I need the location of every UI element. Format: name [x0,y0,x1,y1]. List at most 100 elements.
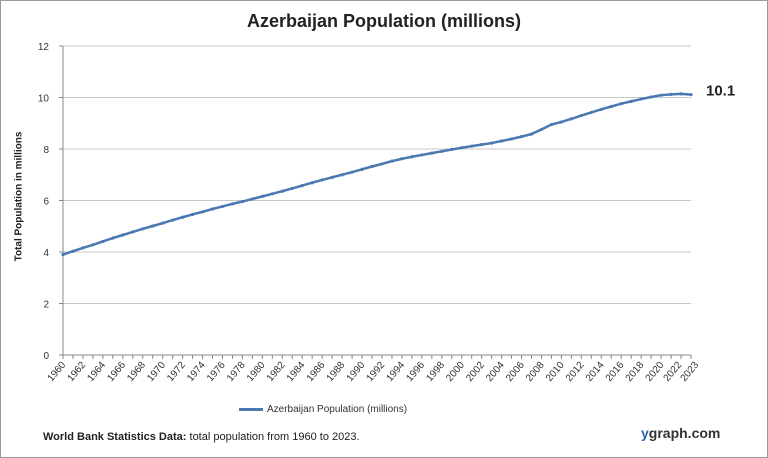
plot-area: 0246810121960196219641966196819701972197… [38,42,735,384]
legend-swatch [239,408,263,411]
data-point [370,164,374,169]
x-tick-label: 1992 [365,360,388,384]
data-point [629,99,633,103]
data-point [400,157,404,161]
y-tick-label: 2 [43,300,49,311]
data-point [61,252,65,257]
data-point [220,204,225,209]
x-tick-label: 2008 [524,360,547,384]
data-point [230,202,235,206]
data-point [91,243,95,247]
x-tick-label: 1970 [145,360,168,384]
data-point [689,93,693,97]
data-point [171,218,175,222]
data-point [549,122,554,127]
data-point [619,102,623,106]
x-tick-label: 1990 [345,360,368,384]
x-tick-label: 1974 [185,360,208,384]
data-point [659,93,663,97]
legend: Azerbaijan Population (millions) [239,404,407,415]
data-point [250,197,254,201]
data-point [380,162,384,166]
x-tick-label: 1996 [404,360,427,384]
data-point [460,146,464,150]
x-tick-label: 2018 [624,360,647,384]
x-tick-label: 2016 [604,360,627,384]
data-point [639,97,643,101]
data-point [340,173,344,177]
data-point [579,113,583,118]
data-point [350,170,354,174]
data-point [280,189,284,193]
y-tick-label: 4 [43,248,49,259]
data-point [290,186,294,190]
data-point [131,230,135,234]
data-point [161,221,165,225]
x-tick-label: 1960 [46,360,69,384]
x-tick-label: 1988 [325,360,348,384]
data-point [649,95,653,99]
data-point [559,120,564,124]
data-point [410,155,414,159]
data-point [430,151,434,155]
x-tick-label: 1976 [205,360,228,384]
footer-source-text: total population from 1960 to 2023. [186,431,360,443]
data-point [320,178,324,182]
data-point [210,207,215,211]
data-point [599,107,603,111]
x-tick-label: 2014 [584,360,607,384]
x-tick-label: 1984 [285,360,308,384]
x-tick-label: 1972 [165,360,188,384]
data-point [539,127,544,132]
data-point [609,104,613,109]
x-tick-label: 2020 [644,360,667,384]
data-point [440,149,444,153]
data-point [260,194,264,198]
x-tick-label: 1980 [245,360,268,384]
data-point [111,236,115,240]
data-point [330,175,334,179]
y-tick-label: 8 [43,145,49,156]
data-point [190,212,195,217]
footer-source: World Bank Statistics Data: total popula… [43,431,360,443]
x-tick-label: 1994 [384,360,407,384]
data-point [121,233,125,237]
footer-source-bold: World Bank Statistics Data: [43,431,187,443]
x-tick-label: 1986 [305,360,328,384]
data-point [669,92,673,97]
x-tick-label: 2012 [564,360,587,384]
x-tick-label: 2006 [504,360,527,384]
x-tick-label: 1998 [424,360,447,384]
data-point [270,192,274,196]
x-tick-label: 2004 [484,360,507,384]
data-point [141,227,145,231]
y-tick-label: 12 [38,42,50,53]
x-tick-label: 1962 [66,360,89,384]
data-point [490,141,494,145]
end-value-label: 10.1 [706,83,735,100]
chart-title: Azerbaijan Population (millions) [246,11,522,31]
data-point [181,215,185,219]
x-tick-label: 2023 [679,360,702,384]
x-tick-label: 1966 [105,360,128,384]
data-point [470,144,474,148]
x-tick-label: 1978 [225,360,248,384]
data-point [569,117,573,121]
data-point [500,139,504,143]
data-point [529,132,534,136]
data-point [519,135,524,139]
data-point [71,249,75,253]
data-point [101,239,105,244]
legend-label: Azerbaijan Population (millions) [267,404,408,415]
y-tick-label: 10 [38,94,50,105]
x-tick-label: 2002 [464,360,487,384]
data-point [310,181,314,185]
data-point [300,183,304,188]
x-tick-label: 1968 [125,360,148,384]
data-point [390,159,394,163]
brand-logo: ygraph.com [641,425,721,441]
data-point [81,246,85,250]
y-tick-label: 6 [43,197,49,208]
data-point [450,147,454,152]
